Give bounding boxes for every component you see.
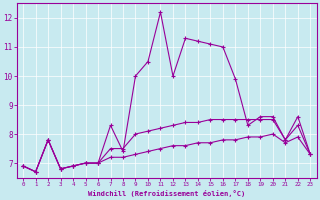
X-axis label: Windchill (Refroidissement éolien,°C): Windchill (Refroidissement éolien,°C)	[88, 190, 245, 197]
